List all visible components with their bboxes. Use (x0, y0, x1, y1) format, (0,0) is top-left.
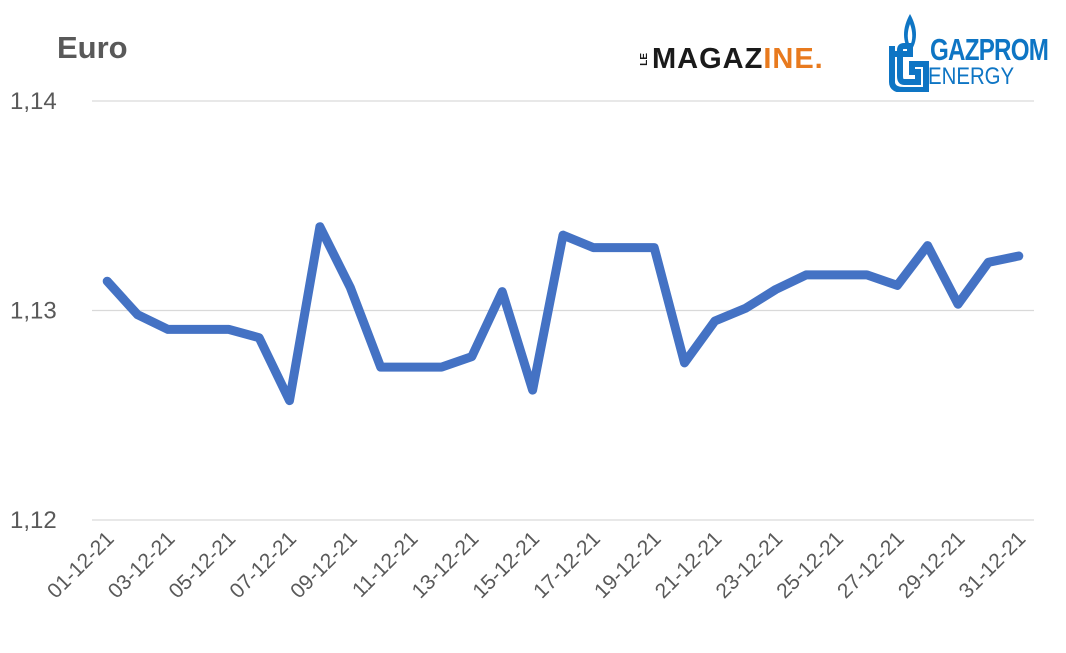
data-point (957, 303, 960, 306)
data-point (197, 328, 200, 331)
data-point (288, 399, 291, 402)
data-point (318, 225, 321, 228)
y-tick-label: 1,13 (10, 298, 57, 325)
data-point (470, 355, 473, 358)
data-point (774, 288, 777, 291)
x-tick-label: 09-12-21 (286, 527, 362, 603)
data-point (592, 246, 595, 249)
y-tick-label: 1,14 (10, 88, 57, 115)
data-point (865, 273, 868, 276)
energy-text: ENERGY (928, 63, 1015, 90)
data-point (744, 307, 747, 310)
gazprom-energy-logo: GAZPROM ENERGY (882, 12, 1049, 92)
data-point (987, 261, 990, 264)
le-magazine-logo: LE MAGAZINE. (639, 42, 824, 75)
data-point (835, 273, 838, 276)
data-point (136, 313, 139, 316)
series-line (102, 222, 1024, 406)
data-point (562, 234, 564, 237)
data-point (258, 336, 261, 339)
logo-text-part2: INE. (763, 42, 824, 75)
data-point (531, 389, 534, 392)
data-point (349, 286, 352, 289)
gazprom-text: GAZPROM (930, 32, 1049, 67)
data-point (227, 328, 230, 331)
logo-text-part1: MAGAZ (652, 42, 764, 75)
data-point (1017, 255, 1020, 258)
data-point (713, 319, 716, 322)
data-point (896, 284, 899, 287)
data-point (653, 246, 656, 249)
data-point (501, 290, 504, 293)
data-point (166, 328, 169, 331)
data-point (106, 280, 109, 283)
data-point (410, 366, 413, 369)
data-point (805, 273, 808, 276)
data-point (683, 361, 686, 364)
data-point (379, 366, 382, 369)
chart-title: Euro (57, 30, 128, 65)
y-tick-label: 1,12 (10, 507, 57, 534)
data-point (440, 366, 443, 369)
gazprom-flame-icon (889, 14, 929, 92)
data-point (622, 246, 625, 249)
x-tick-label: 31-12-21 (955, 527, 1031, 603)
data-point (926, 244, 929, 247)
